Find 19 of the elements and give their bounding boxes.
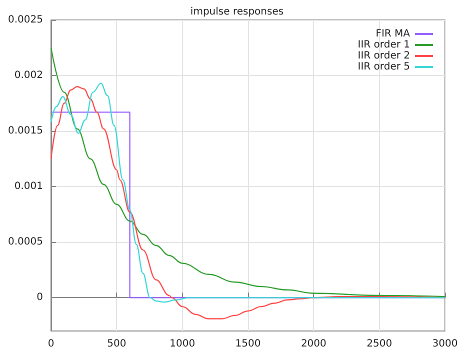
x-tick-label: 1500 (235, 338, 261, 350)
x-tick-label: 500 (107, 338, 126, 350)
y-tick-label: 0 (36, 292, 43, 304)
x-tick-label: 1000 (170, 338, 196, 350)
y-tick-label: 0.002 (14, 70, 43, 82)
x-tick-label: 3000 (432, 338, 458, 350)
legend-label: IIR order 1 (358, 40, 410, 50)
y-tick-label: 0.0005 (8, 236, 43, 248)
y-tick-label: 0.0015 (8, 126, 43, 137)
legend-label: IIR order 2 (358, 50, 410, 62)
chart-title: impulse responses (190, 6, 284, 18)
legend-label: FIR MA (376, 28, 410, 40)
y-tick-label: 0.0025 (8, 14, 43, 26)
x-tick-label: 2000 (300, 338, 326, 350)
x-tick-label: 0 (48, 338, 54, 350)
line-series (50, 47, 446, 298)
legend-label: IIR order 5 (358, 62, 410, 72)
x-tick-label: 2500 (366, 338, 392, 350)
y-tick-label: 0.001 (14, 181, 43, 192)
